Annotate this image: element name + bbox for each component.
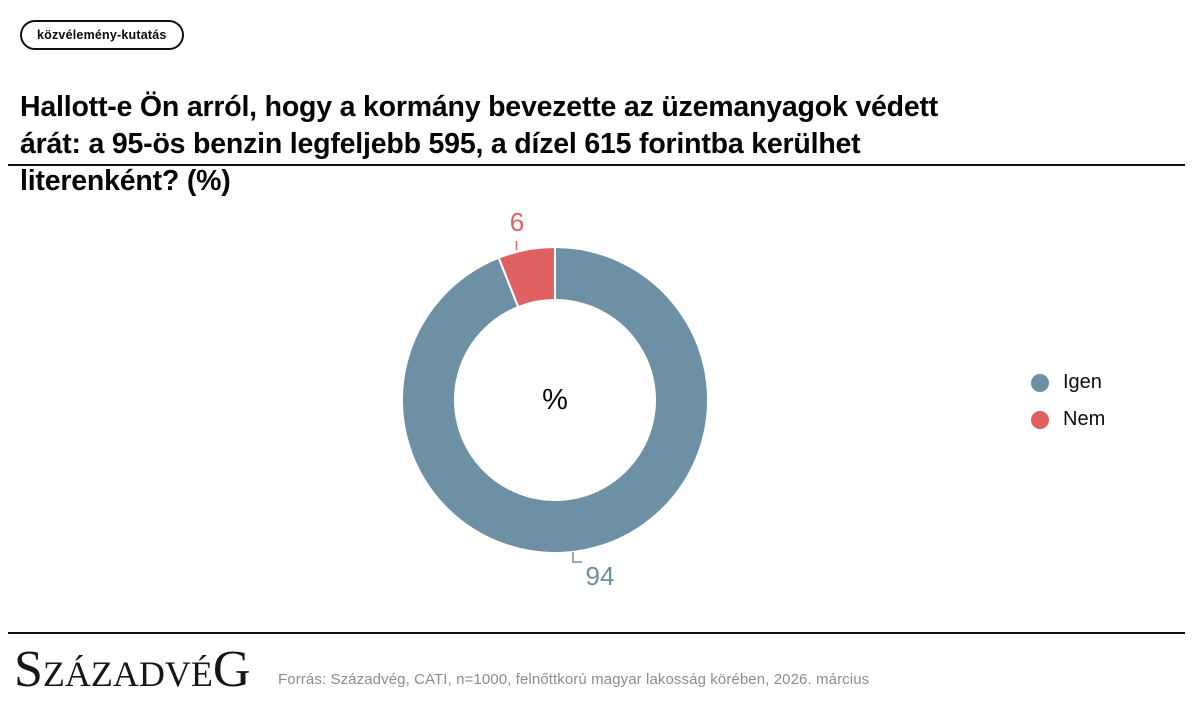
category-badge: közvélemény-kutatás [20, 20, 184, 50]
donut-slice-igen [401, 246, 709, 554]
legend-label-nem: Nem [1063, 408, 1106, 430]
legend: Igen Nem [1031, 371, 1106, 430]
legend-item-igen: Igen [1031, 371, 1105, 393]
data-label-nem: 6 [509, 207, 525, 237]
data-label-igen: 94 [585, 561, 615, 591]
donut-slice-nem [497, 246, 556, 309]
chart-title: Hallott-e Ön arról, hogy a kormány bevez… [20, 91, 939, 198]
logo-part: S [14, 641, 43, 698]
bottom-divider [8, 632, 1185, 634]
donut-slices [401, 246, 709, 554]
logo-part: G [212, 641, 251, 698]
leader-line-igen [572, 552, 582, 563]
legend-label-igen: Igen [1063, 371, 1102, 393]
donut-center-label: % [542, 384, 568, 416]
legend-marker-igen [1031, 373, 1049, 392]
source-note: Forrás: Századvég, CATI, n=1000, felnőtt… [278, 671, 870, 688]
legend-item-nem: Nem [1031, 408, 1106, 430]
szazadveg-logo: SZÁZADVÉG [14, 644, 250, 700]
top-divider [8, 164, 1185, 166]
donut-chart [401, 241, 709, 563]
legend-marker-nem [1031, 410, 1049, 429]
logo-part: ZÁZADVÉ [42, 654, 213, 694]
